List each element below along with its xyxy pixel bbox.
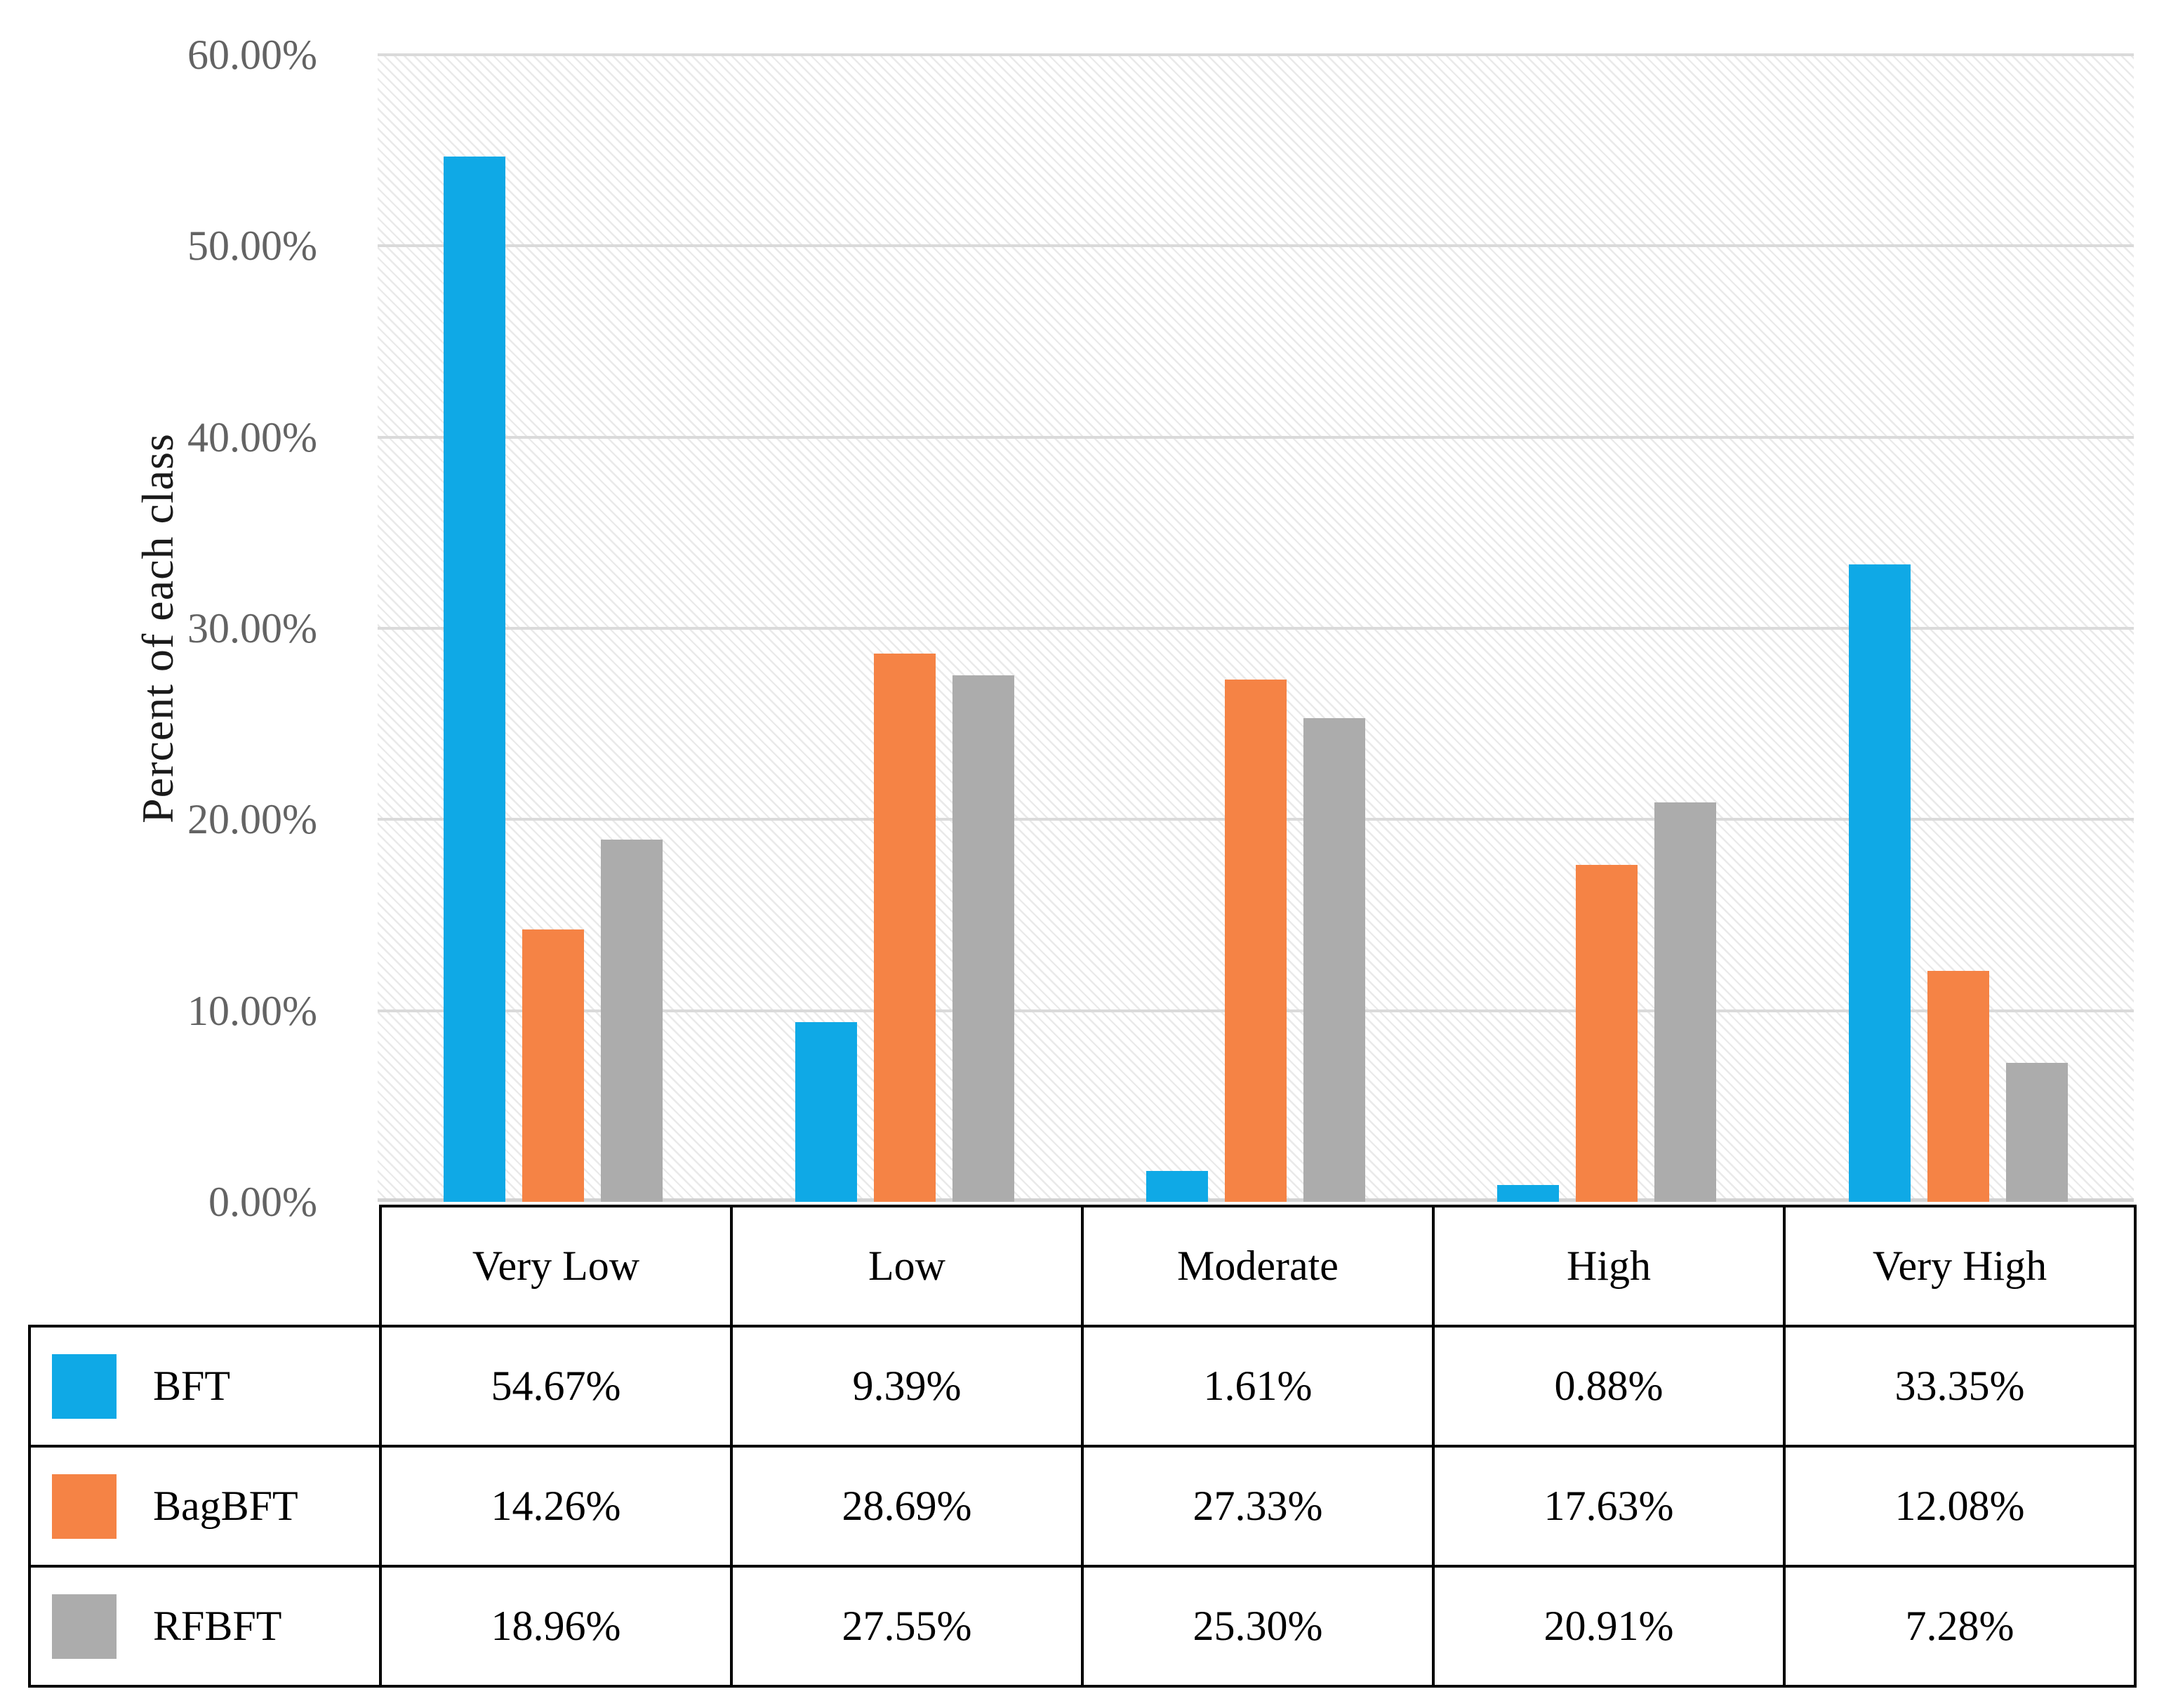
data-table: Very Low Low Moderate High Very High BFT… (28, 1205, 2137, 1688)
legend-cell-bft: BFT (28, 1325, 382, 1448)
bar-bft-moderate (1146, 1171, 1208, 1202)
category-header-high: High (1432, 1205, 1786, 1328)
bar-bagbft-very-low (522, 929, 585, 1202)
legend-swatch-rfbft-icon (52, 1594, 117, 1659)
category-header-very-low: Very Low (379, 1205, 733, 1328)
legend-cell-bagbft: BagBFT (28, 1445, 382, 1568)
y-tick-label: 0.00% (208, 1179, 317, 1225)
y-tick-label: 60.00% (187, 32, 317, 78)
plot-area (378, 53, 2134, 1202)
value-cell-bft-very-high: 33.35% (1783, 1325, 2137, 1448)
value-cell-rfbft-low: 27.55% (730, 1565, 1084, 1688)
legend-swatch-bft-icon (52, 1353, 117, 1419)
gridline (378, 53, 2134, 56)
legend-cell-rfbft: RFBFT (28, 1565, 382, 1688)
table-row-bft: BFT 54.67% 9.39% 1.61% 0.88% 33.35% (28, 1325, 2137, 1448)
legend-label-bagbft: BagBFT (153, 1483, 298, 1529)
value-cell-bagbft-high: 17.63% (1432, 1445, 1786, 1568)
category-header-row: Very Low Low Moderate High Very High (29, 1205, 2137, 1328)
value-cell-rfbft-very-high: 7.28% (1783, 1565, 2137, 1688)
table-corner-blank-cell (29, 1206, 380, 1326)
value-cell-bagbft-low: 28.69% (730, 1445, 1084, 1568)
bar-bft-very-high (1848, 564, 1911, 1202)
y-tick-label: 20.00% (187, 796, 317, 843)
value-cell-bagbft-very-low: 14.26% (379, 1445, 733, 1568)
gridline (378, 627, 2134, 630)
value-cell-bft-high: 0.88% (1432, 1325, 1786, 1448)
y-tick-label: 40.00% (187, 413, 317, 461)
legend-swatch-bagbft-icon (52, 1474, 117, 1539)
bar-bft-low (795, 1022, 857, 1202)
gridline (378, 244, 2134, 248)
bar-bagbft-high (1576, 864, 1638, 1202)
bar-rfbft-very-high (2005, 1062, 2068, 1202)
gridline (378, 435, 2134, 439)
legend-label-bft: BFT (153, 1363, 231, 1409)
value-cell-bagbft-very-high: 12.08% (1783, 1445, 2137, 1568)
bar-bft-very-low (444, 157, 506, 1202)
bar-rfbft-low (952, 675, 1014, 1202)
y-axis-tick-labels: 60.00% 50.00% 40.00% 30.00% 20.00% 10.00% 0.00… (0, 32, 317, 1225)
value-cell-rfbft-very-low: 18.96% (379, 1565, 733, 1688)
value-cell-bagbft-moderate: 27.33% (1081, 1445, 1435, 1568)
y-tick-label: 10.00% (187, 987, 317, 1034)
category-header-very-high: Very High (1783, 1205, 2137, 1328)
bar-bft-high (1497, 1185, 1560, 1202)
table-row-bagbft: BagBFT 14.26% 28.69% 27.33% 17.63% 12.08… (28, 1445, 2137, 1568)
bar-rfbft-high (1654, 802, 1717, 1202)
y-tick-label: 50.00% (187, 223, 317, 270)
value-cell-bft-moderate: 1.61% (1081, 1325, 1435, 1448)
category-header-low: Low (730, 1205, 1084, 1328)
bar-bagbft-moderate (1225, 679, 1287, 1202)
table-row-rfbft: RFBFT 18.96% 27.55% 25.30% 20.91% 7.28% (28, 1565, 2137, 1688)
category-header-moderate: Moderate (1081, 1205, 1435, 1328)
value-cell-rfbft-moderate: 25.30% (1081, 1565, 1435, 1688)
legend-label-rfbft: RFBFT (153, 1603, 282, 1649)
bar-bagbft-very-high (1927, 971, 1989, 1202)
value-cell-bft-very-low: 54.67% (379, 1325, 733, 1448)
y-tick-label: 30.00% (187, 605, 317, 651)
bar-rfbft-moderate (1303, 718, 1365, 1202)
value-cell-bft-low: 9.39% (730, 1325, 1084, 1448)
value-cell-rfbft-high: 20.91% (1432, 1565, 1786, 1688)
bar-bagbft-low (873, 653, 936, 1202)
bar-rfbft-very-low (601, 839, 663, 1202)
